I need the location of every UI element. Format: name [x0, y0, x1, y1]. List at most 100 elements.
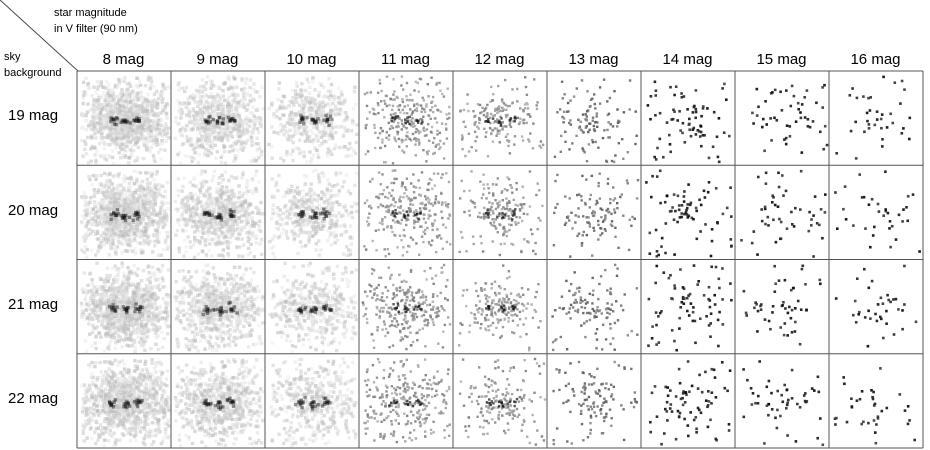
photon-event [325, 114, 329, 118]
photon-event [394, 111, 397, 115]
photon-event [244, 108, 249, 112]
photon-event [226, 246, 231, 250]
photon-event [101, 222, 105, 226]
photon-event [117, 171, 121, 176]
photon-event [236, 237, 240, 241]
photon-event [155, 170, 159, 174]
photon-event [98, 208, 102, 212]
photon-event [238, 220, 242, 224]
photon-event [138, 232, 143, 236]
photon-event [193, 192, 197, 197]
photon-event [220, 138, 224, 142]
photon-event [501, 125, 504, 129]
photon-event [220, 185, 224, 189]
photon-event [247, 117, 251, 121]
photon-event [153, 120, 158, 124]
photon-event [136, 197, 140, 201]
photon-event [589, 98, 593, 101]
photon-event [606, 128, 609, 132]
photon-event [116, 118, 120, 123]
photon-event [244, 93, 248, 97]
photon-event [94, 136, 98, 140]
photon-event [445, 113, 448, 116]
photon-event [127, 186, 131, 190]
speckle-core [229, 214, 233, 218]
photon-event [412, 104, 416, 108]
photon-event [297, 121, 302, 125]
photon-event [244, 189, 248, 194]
photon-event [146, 78, 150, 82]
photon-event [223, 190, 227, 194]
photon-event [113, 204, 117, 208]
photon-event [752, 122, 755, 125]
photon-event [176, 188, 180, 193]
photon-event [128, 84, 133, 88]
photon-event [247, 212, 251, 216]
photon-event [192, 177, 196, 181]
speckle-core [232, 214, 236, 219]
photon-event [234, 103, 238, 107]
photon-event [221, 234, 225, 238]
photon-event [379, 126, 383, 130]
photon-event [413, 124, 417, 128]
photon-event [102, 185, 107, 190]
photon-event [431, 106, 434, 109]
photon-event [118, 130, 122, 134]
photon-event [215, 228, 219, 232]
photon-event [160, 200, 164, 204]
photon-event [298, 225, 303, 229]
photon-event [254, 234, 259, 238]
photon-event [131, 119, 136, 124]
photon-event [374, 113, 377, 116]
photon-event [105, 194, 110, 198]
speckle-core [123, 120, 127, 124]
photon-event [94, 219, 98, 224]
photon-event [245, 178, 249, 183]
photon-event [427, 114, 431, 117]
photon-event [218, 213, 222, 217]
photon-event [121, 223, 125, 227]
photon-event [129, 227, 134, 232]
photon-event [560, 80, 564, 83]
photon-event [315, 148, 319, 153]
speckle-core [218, 215, 223, 220]
photon-event [152, 121, 156, 125]
photon-event [344, 154, 348, 159]
photon-event [184, 245, 188, 249]
photon-event [207, 206, 211, 210]
photon-event [616, 108, 619, 111]
speckle-core [203, 118, 207, 122]
photon-event [444, 123, 448, 126]
photon-event [96, 190, 100, 195]
speckle-core [228, 212, 232, 217]
photon-event [154, 239, 158, 244]
photon-event [589, 122, 592, 125]
photon-event [106, 87, 111, 91]
photon-event [203, 118, 208, 123]
photon-event [87, 123, 91, 128]
photon-event [305, 192, 309, 197]
photon-event [289, 111, 293, 115]
photon-event [391, 104, 395, 108]
speckle-core [311, 118, 316, 122]
photon-event [592, 124, 596, 128]
photon-event [291, 232, 295, 237]
photon-event [136, 85, 140, 89]
photon-event [163, 214, 167, 219]
photon-event [432, 152, 435, 156]
photon-event [233, 215, 237, 219]
photon-event [117, 233, 122, 238]
speckle-core [220, 121, 224, 125]
photon-event [226, 178, 231, 183]
speckle-core [391, 116, 394, 119]
photon-event [292, 122, 296, 126]
photon-event [406, 112, 409, 115]
photon-event [232, 194, 236, 199]
photon-event [180, 86, 185, 90]
speckle-core [229, 119, 233, 123]
photon-event [104, 86, 108, 90]
photon-event [290, 229, 294, 233]
photon-event [270, 156, 274, 160]
photon-event [569, 119, 572, 122]
photon-event [607, 136, 610, 139]
